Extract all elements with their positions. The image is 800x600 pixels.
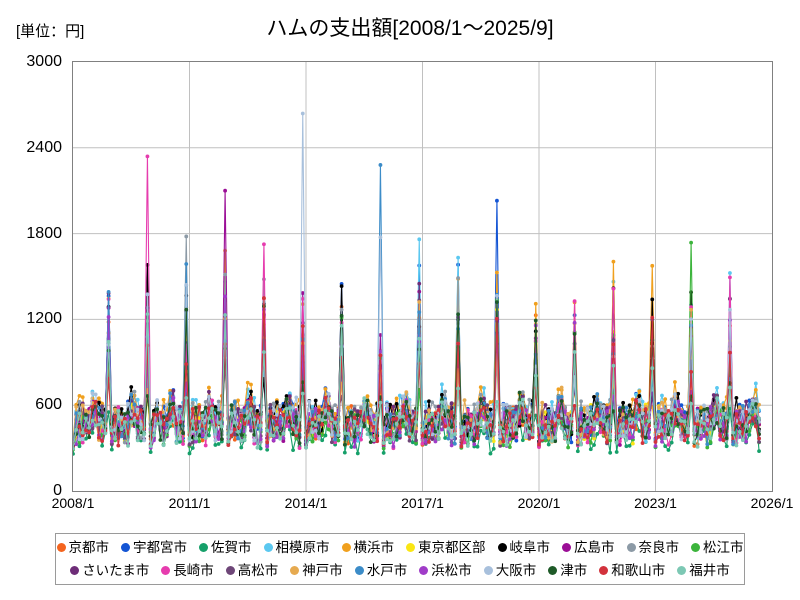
legend-item-広島市[interactable]: 広島市 [562, 539, 615, 555]
legend-label: 浜松市 [431, 562, 472, 578]
legend-marker-icon [199, 543, 208, 552]
legend-row-1: 京都市 宇都宮市 佐賀市 相模原市 横浜市 東京都区部 岐阜市 広島市 奈良市 松江市 [56, 536, 744, 559]
legend-item-長崎市[interactable]: 長崎市 [161, 562, 214, 578]
legend-label: 東京都区部 [418, 539, 486, 555]
legend-label: 横浜市 [353, 539, 395, 555]
series-canvas [73, 62, 772, 491]
legend-item-高松市[interactable]: 高松市 [225, 562, 279, 578]
legend-label: 宇都宮市 [133, 539, 187, 555]
legend-marker-icon [599, 566, 609, 575]
legend-item-和歌山市[interactable]: 和歌山市 [599, 562, 666, 578]
x-tick-label: 2023/1 [634, 495, 677, 511]
legend-marker-icon [225, 566, 235, 575]
legend-label: 松江市 [703, 539, 744, 555]
legend-marker-icon [121, 543, 130, 552]
legend-item-東京都区部[interactable]: 東京都区部 [406, 539, 486, 555]
legend-item-さいたま市[interactable]: さいたま市 [70, 562, 150, 578]
plot-area [72, 61, 773, 492]
x-tick-label: 2014/1 [284, 495, 328, 511]
unit-label: [単位：円] [16, 23, 85, 40]
legend: 京都市 宇都宮市 佐賀市 相模原市 横浜市 東京都区部 岐阜市 広島市 奈良市 松江市 さいたま市… [55, 533, 745, 585]
legend-marker-icon [341, 543, 351, 552]
y-tick-label: 0 [53, 482, 62, 499]
legend-item-津市[interactable]: 津市 [548, 562, 588, 578]
legend-item-宇都宮市[interactable]: 宇都宮市 [121, 539, 187, 555]
legend-item-福井市[interactable]: 福井市 [677, 562, 730, 578]
legend-marker-icon [263, 543, 273, 552]
legend-label: 神戸市 [302, 562, 343, 578]
legend-marker-icon [483, 566, 493, 575]
x-tick-label: 2017/1 [401, 495, 444, 511]
legend-marker-icon [419, 566, 429, 575]
legend-item-横浜市[interactable]: 横浜市 [341, 539, 395, 555]
legend-marker-icon [497, 543, 507, 552]
legend-label: 京都市 [68, 539, 110, 555]
y-tick-label: 600 [35, 396, 62, 414]
legend-marker-icon [290, 566, 300, 575]
x-tick-label: 2008/1 [51, 495, 95, 511]
legend-item-大阪市[interactable]: 大阪市 [483, 562, 537, 578]
legend-label: 広島市 [574, 539, 615, 555]
legend-label: 長崎市 [173, 562, 214, 578]
legend-marker-icon [677, 566, 687, 575]
page-title: ハムの支出額[2008/1～2025/9] [0, 12, 800, 42]
legend-marker-icon [56, 543, 66, 552]
legend-label: さいたま市 [82, 562, 150, 578]
y-tick-label: 3000 [26, 53, 62, 70]
series-福井市 [73, 312, 761, 451]
legend-label: 奈良市 [638, 539, 680, 555]
legend-row-2: さいたま市 長崎市 高松市 神戸市 水戸市 浜松市 大阪市 津市 和歌山市 福井市 [56, 559, 744, 582]
legend-marker-icon [548, 566, 558, 575]
legend-item-佐賀市[interactable]: 佐賀市 [199, 539, 252, 555]
legend-marker-icon [562, 543, 571, 552]
legend-label: 高松市 [237, 562, 279, 578]
legend-marker-icon [626, 543, 636, 552]
legend-item-水戸市[interactable]: 水戸市 [354, 562, 408, 578]
legend-item-神戸市[interactable]: 神戸市 [290, 562, 343, 578]
legend-label: 大阪市 [495, 562, 537, 578]
legend-label: 水戸市 [366, 562, 408, 578]
legend-label: 津市 [560, 562, 588, 578]
legend-label: 福井市 [689, 562, 730, 578]
legend-marker-icon [354, 566, 364, 575]
legend-marker-icon [70, 566, 80, 575]
legend-item-松江市[interactable]: 松江市 [691, 539, 744, 555]
legend-marker-icon [406, 543, 415, 552]
legend-marker-icon [691, 543, 700, 552]
y-tick-label: 2400 [26, 138, 62, 156]
legend-label: 岐阜市 [509, 539, 551, 555]
legend-item-奈良市[interactable]: 奈良市 [626, 539, 680, 555]
legend-item-相模原市[interactable]: 相模原市 [263, 539, 330, 555]
legend-label: 和歌山市 [611, 562, 666, 578]
x-tick-label: 2026/1 [750, 495, 794, 511]
chart-title-text: ハムの支出額[2008/1～2025/9] [266, 17, 554, 40]
legend-item-岐阜市[interactable]: 岐阜市 [497, 539, 551, 555]
legend-marker-icon [161, 566, 171, 575]
legend-item-京都市[interactable]: 京都市 [56, 539, 110, 555]
y-tick-label: 1800 [26, 224, 62, 242]
legend-label: 佐賀市 [211, 539, 252, 555]
x-tick-label: 2011/1 [168, 495, 211, 511]
x-tick-label: 2020/1 [517, 495, 561, 511]
y-tick-label: 1200 [26, 310, 62, 328]
legend-label: 相模原市 [275, 539, 330, 555]
legend-item-浜松市[interactable]: 浜松市 [419, 562, 472, 578]
